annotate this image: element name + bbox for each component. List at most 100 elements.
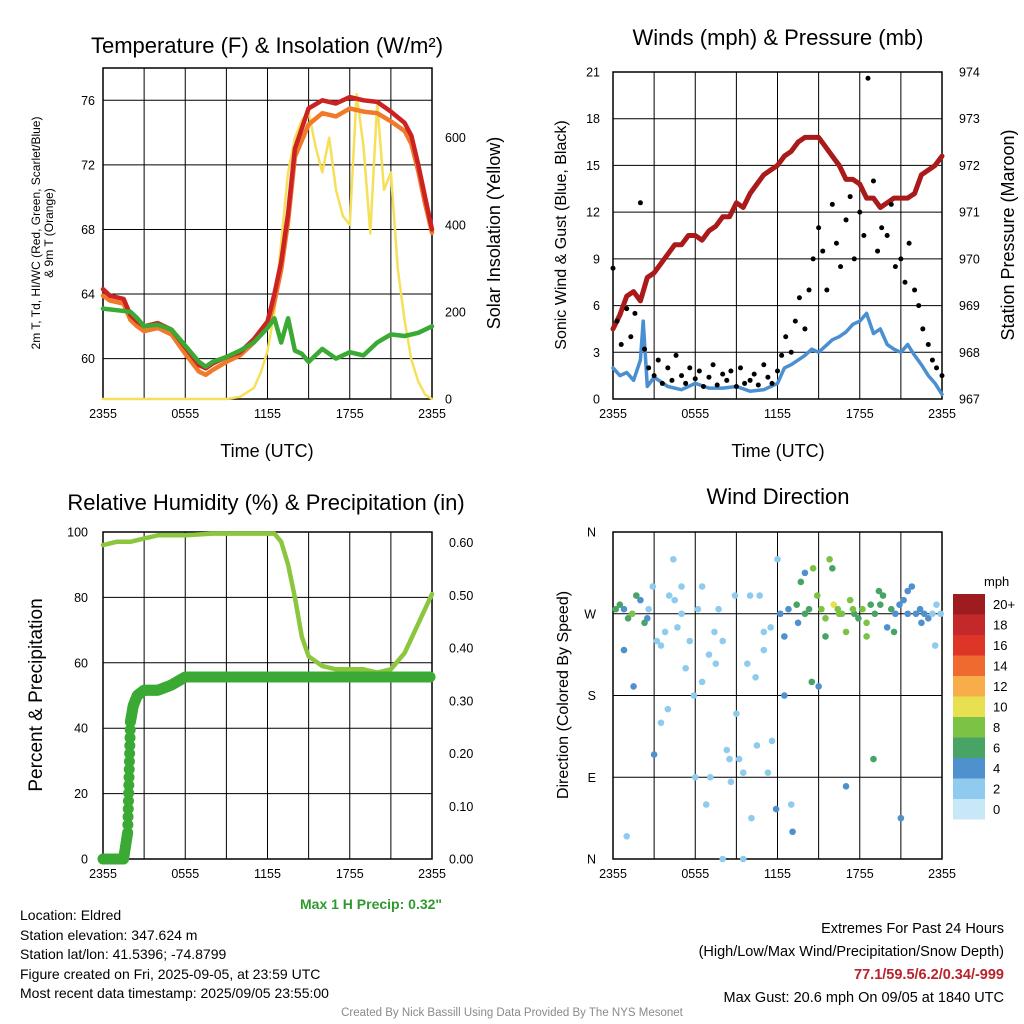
legend-label: 2	[993, 782, 1000, 797]
wind-gust-point	[875, 248, 881, 254]
wind-y2tick-label: 973	[959, 112, 980, 126]
wind-y2tick-label: 968	[959, 346, 980, 360]
wind-gust-point	[806, 287, 812, 293]
direction-point	[612, 605, 620, 613]
direction-point	[813, 592, 821, 599]
direction-point	[793, 601, 800, 608]
direction-point	[719, 637, 726, 645]
direction-point	[616, 601, 624, 608]
temp-y2tick-label: 600	[445, 131, 466, 145]
direction-point	[849, 605, 857, 613]
legend-label: 16	[993, 638, 1007, 653]
wind-gust-point	[838, 264, 844, 270]
direction-point	[781, 633, 788, 640]
recent-data-text: Most recent data timestamp: 2025/09/05 2…	[20, 985, 329, 1001]
direction-point	[744, 660, 751, 668]
wind-gust-point	[847, 194, 853, 200]
rh-ytick-label: 40	[74, 722, 88, 736]
wind-gust-point	[700, 384, 706, 390]
direction-point	[892, 610, 899, 618]
wind-gust-point	[720, 371, 726, 377]
wind-gust-point	[816, 225, 822, 231]
temp-ytick-label: 68	[81, 223, 95, 237]
direction-point	[789, 828, 796, 836]
rh-xtick-label: 1755	[336, 867, 364, 881]
direction-point	[797, 578, 805, 586]
direction-point	[846, 596, 854, 604]
wind-gust-point	[916, 303, 922, 309]
temp-xtick-label: 1755	[336, 407, 364, 421]
precip-point	[122, 819, 134, 831]
direction-point	[674, 624, 681, 631]
wind-gust-point	[714, 382, 720, 388]
precip-point	[123, 787, 135, 799]
temp-ytick-label: 72	[81, 158, 95, 172]
wind-gust-point	[870, 178, 876, 184]
wind-ytick-label: 9	[593, 252, 600, 266]
direction-point	[772, 805, 780, 813]
direction-point	[897, 814, 905, 822]
temp-xtick-label: 2355	[89, 407, 117, 421]
direction-point	[715, 605, 722, 613]
direction-point	[698, 678, 706, 686]
direction-point	[767, 624, 774, 631]
direction-point	[916, 605, 924, 613]
direction-point	[719, 855, 726, 863]
direction-point	[650, 751, 658, 758]
direction-point	[809, 565, 817, 572]
direction-point	[870, 755, 877, 763]
precip-point	[123, 771, 135, 783]
wind-xtick-label: 1155	[764, 407, 791, 421]
direction-point	[842, 783, 850, 790]
direction-point	[756, 592, 763, 599]
wind-xtick-label: 1755	[846, 407, 874, 421]
legend-swatch	[953, 737, 985, 758]
temp-xtick-label: 1155	[254, 407, 281, 421]
direction-point	[887, 605, 895, 613]
direction-point	[890, 628, 898, 636]
legend-swatch	[953, 676, 985, 697]
precip-point	[123, 763, 135, 775]
direction-point	[678, 583, 685, 590]
wind-gust-point	[742, 380, 748, 386]
direction-point	[671, 596, 678, 604]
direction-point	[904, 610, 912, 618]
direction-point	[822, 614, 829, 622]
elevation-text: Station elevation: 347.624 m	[20, 926, 198, 943]
wind-gust-point	[624, 306, 630, 312]
precip-point	[123, 779, 135, 791]
direction-point	[735, 755, 743, 763]
wind-gust-point	[679, 373, 685, 379]
wind-gust-point	[696, 368, 702, 374]
direction-point	[643, 614, 651, 622]
wind-gust-point	[646, 365, 652, 371]
wind-gust-point	[610, 265, 616, 271]
legend-swatch	[953, 594, 985, 615]
temp-y2tick-label: 0	[445, 393, 452, 407]
legend-label: 8	[993, 720, 1000, 735]
direction-point	[774, 555, 781, 563]
direction-point	[826, 555, 833, 563]
wind-gust-point	[747, 377, 753, 383]
wind-gust-point	[796, 295, 802, 301]
direction-point	[752, 674, 759, 681]
direction-point	[760, 628, 768, 636]
dir-xtick-label: 0555	[681, 867, 709, 881]
wind-gust-point	[912, 287, 918, 293]
rh-y2tick-label: 0.10	[449, 800, 473, 814]
direction-point	[830, 601, 838, 608]
direction-point	[829, 565, 836, 572]
wind-gust-point	[861, 233, 867, 238]
wind-gust-point	[614, 318, 620, 324]
wind-gust-point	[902, 279, 908, 285]
wind-gust-point	[632, 310, 638, 316]
wind-gust-point	[892, 264, 898, 270]
temp-xlabel: Time (UTC)	[220, 441, 313, 461]
wind-ytick-label: 18	[586, 112, 600, 126]
legend-swatch	[953, 696, 985, 717]
direction-point	[686, 637, 694, 645]
wind-gust-point	[724, 377, 730, 383]
temp-ytick-label: 64	[81, 288, 95, 302]
legend-label: 0	[993, 802, 1000, 817]
direction-point	[726, 755, 733, 763]
